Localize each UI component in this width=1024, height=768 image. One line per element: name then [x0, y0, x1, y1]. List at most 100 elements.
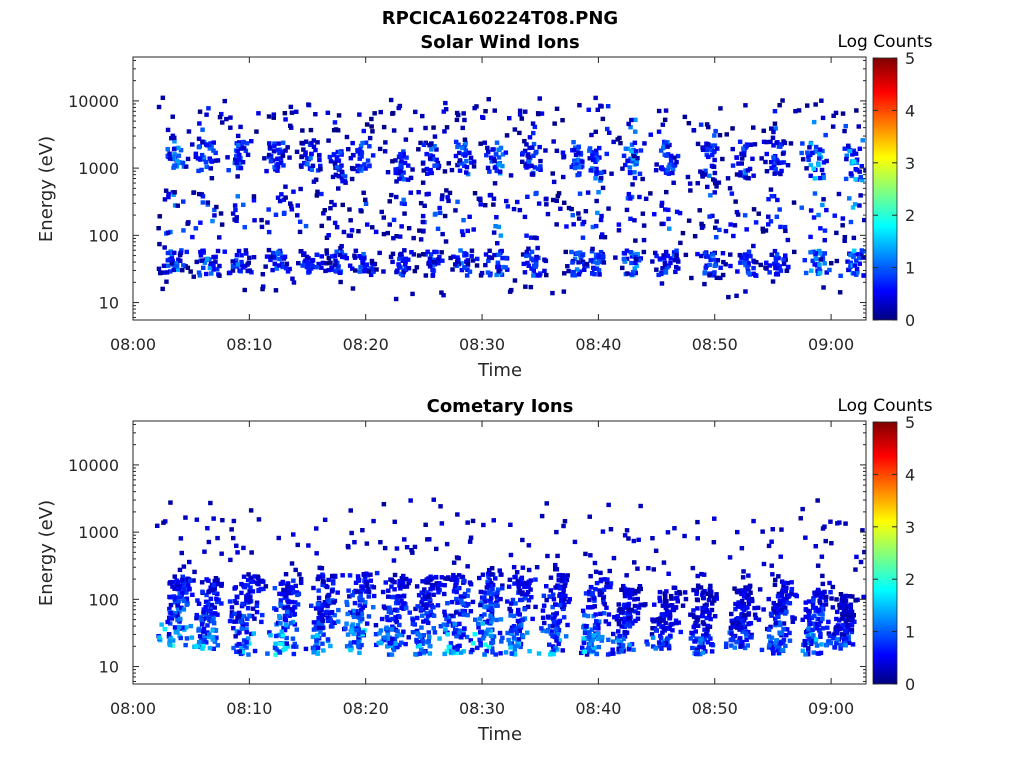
spectrogram-cell: [585, 190, 591, 195]
spectrogram-cell: [806, 636, 811, 642]
spectrogram-cell: [373, 632, 379, 637]
spectrogram-cell: [811, 598, 816, 603]
spectrogram-cell: [843, 643, 848, 648]
spectrogram-cell: [451, 254, 456, 259]
spectrogram-cell: [581, 219, 587, 225]
spectrogram-cell: [650, 644, 656, 649]
spectrogram-cell: [325, 584, 330, 590]
spectrogram-cell: [772, 582, 778, 587]
spectrogram-cell: [487, 193, 493, 198]
spectrogram-cell: [333, 172, 339, 177]
spectrogram-cell: [411, 252, 417, 257]
spectrogram-cell: [200, 200, 206, 205]
spectrogram-cell: [394, 269, 399, 275]
spectrogram-cell: [416, 147, 421, 152]
spectrogram-cell: [768, 160, 774, 165]
spectrogram-cell: [820, 591, 826, 596]
spectrogram-cell: [818, 594, 823, 600]
spectrogram-cell: [764, 260, 769, 265]
spectrogram-cell: [591, 648, 596, 654]
spectrogram-cell: [199, 152, 205, 158]
spectrogram-cell: [251, 631, 256, 636]
spectrogram-cell: [169, 254, 175, 259]
spectrogram-cell: [493, 602, 499, 607]
spectrogram-cell: [350, 593, 355, 598]
spectrogram-cell: [366, 589, 372, 594]
spectrogram-cell: [852, 619, 857, 624]
spectrogram-cell: [225, 155, 230, 160]
spectrogram-cell: [299, 164, 304, 169]
spectrogram-cell: [700, 613, 705, 619]
spectrogram-cell: [170, 613, 176, 618]
spectrogram-cell: [653, 250, 658, 256]
spectrogram-cell: [514, 570, 520, 575]
spectrogram-cell: [280, 153, 286, 158]
spectrogram-cell: [621, 619, 627, 625]
spectrogram-cell: [574, 267, 580, 272]
spectrogram-cell: [752, 142, 758, 147]
spectrogram-cell: [356, 229, 361, 234]
spectrogram-cell: [451, 572, 456, 578]
spectrogram-cell: [606, 637, 611, 642]
spectrogram-cell: [622, 610, 627, 616]
spectrogram-cell: [292, 611, 297, 617]
spectrogram-cell: [602, 602, 607, 607]
spectrogram-cell: [501, 264, 506, 270]
spectrogram-cell: [500, 635, 505, 640]
spectrogram-cell: [736, 161, 741, 166]
spectrogram-cell: [657, 644, 662, 649]
spectrogram-cell: [167, 615, 172, 620]
spectrogram-cell: [661, 145, 666, 151]
spectrogram-cell: [714, 596, 719, 601]
spectrogram-cell: [497, 568, 502, 573]
spectrogram-cell: [622, 593, 628, 599]
spectrogram-cell: [416, 253, 422, 258]
spectrogram-cell: [356, 631, 362, 636]
spectrogram-cell: [183, 164, 189, 169]
spectrogram-cell: [358, 593, 363, 598]
spectrogram-cell: [461, 594, 467, 599]
spectrogram-cell: [482, 595, 487, 600]
spectrogram-cell: [662, 595, 668, 601]
spectrogram-cell: [769, 635, 775, 640]
spectrogram-cell: [256, 111, 261, 116]
spectrogram-cell: [695, 597, 700, 603]
spectrogram-cell: [351, 590, 357, 595]
spectrogram-cell: [824, 270, 829, 275]
spectrogram-cell: [773, 265, 778, 271]
spectrogram-cell: [545, 211, 551, 217]
spectrogram-cell: [744, 637, 749, 643]
spectrogram-cell: [202, 260, 208, 265]
spectrogram-cell: [170, 258, 175, 264]
spectrogram-cell: [678, 629, 683, 635]
spectrogram-cell: [377, 250, 382, 256]
spectrogram-cell: [687, 181, 693, 186]
spectrogram-cell: [275, 164, 281, 169]
spectrogram-cell: [408, 190, 413, 195]
spectrogram-cell: [656, 640, 662, 645]
spectrogram-cell: [625, 158, 630, 163]
spectrogram-cell: [818, 634, 823, 639]
spectrogram-cell: [594, 255, 599, 260]
spectrogram-cell: [234, 258, 239, 263]
spectrogram-cell: [426, 594, 431, 600]
spectrogram-cell: [592, 266, 597, 271]
spectrogram-cell: [490, 587, 495, 592]
spectrogram-cell: [295, 542, 300, 548]
spectrogram-cell: [811, 215, 817, 220]
spectrogram-cell: [485, 165, 491, 171]
panel-solar-wind-ions: Solar Wind Ions 08:00 08:10 08:20 08:30 08:4…: [36, 32, 933, 381]
spectrogram-cell: [529, 256, 534, 261]
spectrogram-cell: [731, 634, 736, 640]
spectrogram-cell: [190, 592, 195, 597]
spectrogram-cell: [573, 152, 579, 157]
spectrogram-cell: [431, 613, 437, 618]
spectrogram-cell: [667, 226, 672, 231]
spectrogram-cell: [261, 586, 266, 592]
spectrogram-cell: [562, 271, 567, 276]
spectrogram-cell: [424, 605, 429, 611]
spectrogram-cell: [295, 602, 301, 607]
spectrogram-cell: [858, 193, 863, 198]
spectrogram-cell: [712, 190, 717, 195]
spectrogram-cell: [356, 644, 361, 649]
